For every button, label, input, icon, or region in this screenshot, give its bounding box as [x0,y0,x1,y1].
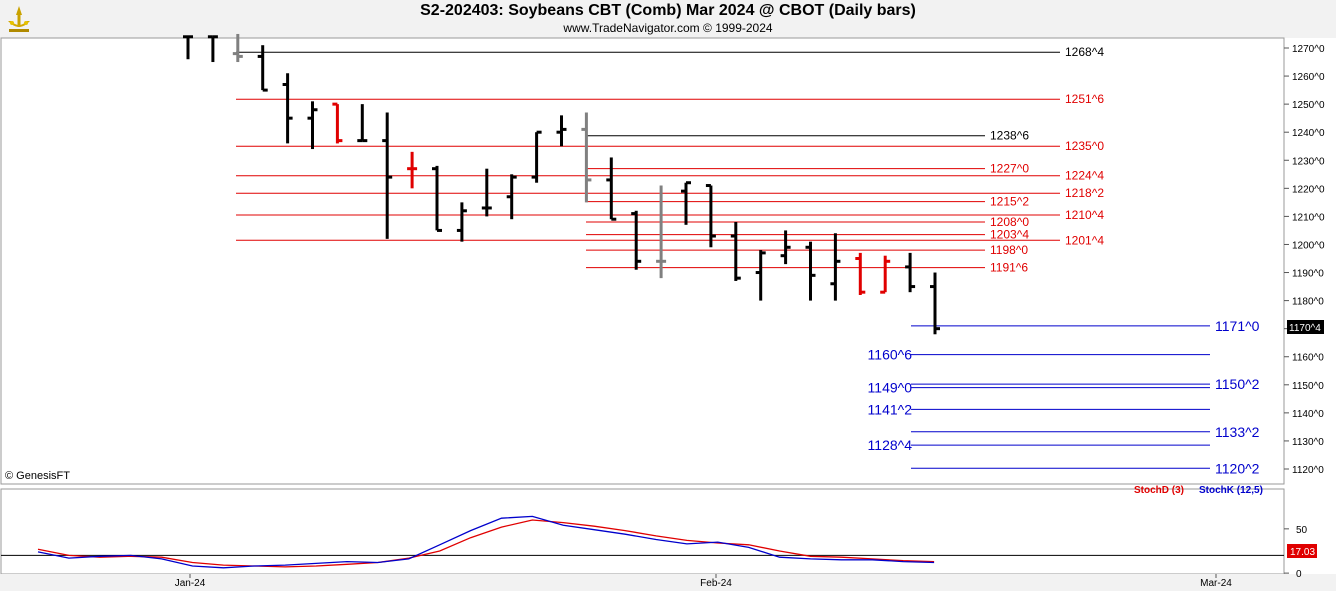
level-label: 1235^0 [1065,139,1104,153]
price-tick-label: 1130^0 [1292,437,1324,448]
level-label: 1141^2 [868,401,913,417]
price-axis-ticks: 1120^01130^01140^01150^01160^01170^01180… [1284,44,1325,476]
price-tick-label: 1250^0 [1292,100,1325,111]
price-bar [730,222,741,281]
price-tick-label: 1150^0 [1292,381,1324,392]
date-tick-label: Jan-24 [175,578,206,589]
price-tick-label: 1210^0 [1292,212,1325,223]
stochastic-indicator: 0 50 [1,515,1308,580]
last-price-badge [1287,320,1324,334]
indicator-last-value-badge [1287,544,1317,558]
level-label: 1208^0 [990,215,1029,229]
chart-header: S2-202403: Soybeans CBT (Comb) Mar 2024 … [0,0,1336,38]
indicator-tick-label: 50 [1296,525,1308,536]
price-tick-label: 1270^0 [1292,44,1325,55]
indicator-series-line [37,515,935,569]
price-bar [880,255,891,294]
indicator-tick-label: 0 [1296,569,1302,580]
level-label: 1160^6 [868,347,913,363]
date-axis [0,574,1336,591]
price-tick-label: 1140^0 [1292,409,1324,420]
price-bar [755,250,766,301]
last-price-label: 1170^4 [1289,323,1321,334]
level-label: 1227^0 [990,162,1029,176]
price-bar [830,233,841,301]
price-bar [705,184,716,248]
legend-stochk: StochK (12,5) [1199,485,1263,496]
price-bar [855,252,866,295]
price-bar [207,35,218,63]
date-tick-label: Feb-24 [700,578,732,589]
price-bar [531,130,542,183]
price-bar [232,33,243,63]
date-tick-label: Mar-24 [1200,578,1232,589]
price-bar [581,112,592,203]
level-label: 1238^6 [990,129,1029,143]
price-bar [183,35,193,60]
price-bar [282,73,293,144]
level-label: 1268^4 [1065,45,1104,59]
price-bar [780,230,791,265]
price-bar [456,202,467,242]
price-tick-label: 1230^0 [1292,156,1325,167]
indicator-last-value-label: 17.03 [1290,547,1315,558]
price-bar [257,45,268,92]
level-label: 1201^4 [1065,233,1104,247]
price-tick-label: 1200^0 [1292,240,1325,251]
price-tick-label: 1190^0 [1292,269,1324,280]
price-bar [332,102,343,144]
price-tick-label: 1260^0 [1292,72,1325,83]
price-bar [382,112,393,239]
level-label: 1120^2 [1215,460,1260,476]
price-bar [357,104,368,143]
indicator-panel-frame [0,488,1285,575]
price-bars [183,33,940,335]
date-axis-ticks: Jan-24 Feb-24 Mar-24 [175,574,1232,589]
price-axis [1285,38,1335,574]
level-lines: 1268^4 1251^6 1238^6 1235^0 1227^0 1224^4 1218… [236,45,1260,476]
level-label: 1203^4 [990,228,1029,242]
price-bar [307,101,318,150]
level-label: 1251^6 [1065,92,1104,106]
price-tick-label: 1120^0 [1292,465,1324,476]
level-label: 1191^6 [990,261,1028,275]
level-label: 1150^2 [1215,376,1260,392]
chart-subtitle: www.TradeNavigator.com © 1999-2024 [563,21,773,35]
indicator-series-line [37,519,935,568]
main-panel-frame [0,37,1285,485]
price-bar [656,185,667,279]
price-bar [556,115,567,147]
trading-logo-icon [3,3,35,35]
price-tick-label: 1240^0 [1292,128,1325,139]
copyright-label: © GenesisFT [5,470,70,482]
price-bar [930,272,940,335]
level-label: 1224^4 [1065,169,1104,183]
price-bar [905,252,916,293]
price-bar [432,165,442,232]
level-label: 1149^0 [868,380,913,396]
level-label: 1198^0 [990,243,1028,257]
price-bar [606,157,617,221]
price-bar [481,168,492,217]
price-bar [805,241,816,301]
level-label: 1210^4 [1065,208,1104,222]
level-label: 1128^4 [868,437,913,453]
price-tick-label: 1180^0 [1292,297,1324,308]
legend-stochd: StochD (3) [1134,485,1184,496]
price-bar [407,151,418,189]
price-tick-label: 1220^0 [1292,184,1325,195]
price-bar [631,210,642,270]
chart-title: S2-202403: Soybeans CBT (Comb) Mar 2024 … [420,2,916,19]
level-label: 1133^2 [1215,424,1260,440]
level-label: 1171^0 [1215,318,1260,334]
level-label: 1218^2 [1065,186,1104,200]
price-bar [506,174,517,220]
price-tick-label: 1160^0 [1292,353,1324,364]
level-label: 1215^2 [990,195,1029,209]
price-bar [681,181,691,225]
